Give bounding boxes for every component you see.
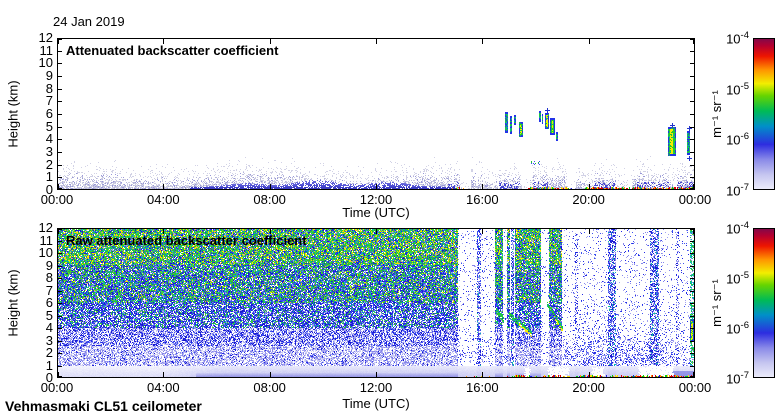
y-tick-label: 12 <box>38 30 53 45</box>
x-tick-label: 00:00 <box>40 192 74 207</box>
x-tick-label: 20:00 <box>572 380 605 395</box>
colorbar-tick-label: 10-4 <box>726 30 749 47</box>
x-tick-label: 08:00 <box>253 380 286 395</box>
y-tick-label: 10 <box>38 55 53 70</box>
y-tick-label: 0 <box>45 182 53 197</box>
y-tick-label: 4 <box>45 320 53 335</box>
y-tick-label: 10 <box>38 245 53 260</box>
y-tick-label: 6 <box>45 106 53 121</box>
colorbar-tick-label: 10-7 <box>726 370 749 387</box>
y-tick-label: 6 <box>45 295 53 310</box>
y-tick-label: 7 <box>45 93 53 108</box>
x-tick-label: 04:00 <box>147 380 180 395</box>
y-tick-label: 2 <box>45 345 53 360</box>
colorbar-unit-bottom: m⁻¹ sr⁻¹ <box>709 279 724 327</box>
x-tick-label: 08:00 <box>253 192 286 207</box>
y-tick-label: 0 <box>45 370 53 385</box>
y-tick-label: 4 <box>45 131 53 146</box>
x-axis-label-top: Time (UTC) <box>342 205 410 220</box>
y-tick-label: 9 <box>45 258 53 273</box>
x-tick-label: 04:00 <box>147 192 180 207</box>
x-tick-label: 00:00 <box>40 380 74 395</box>
y-tick-label: 5 <box>45 308 53 323</box>
colorbar-tick-label: 10-5 <box>726 81 749 98</box>
x-axis-label-bottom: Time (UTC) <box>342 396 410 411</box>
y-tick-label: 9 <box>45 68 53 83</box>
colorbar-tick-label: 10-5 <box>726 270 749 287</box>
y-tick-label: 8 <box>45 270 53 285</box>
x-tick-label: 20:00 <box>572 192 605 207</box>
x-tick-label: 12:00 <box>359 192 393 207</box>
colorbar-tick-label: 10-6 <box>726 131 749 148</box>
y-tick-label: 3 <box>45 144 53 159</box>
y-tick-label: 8 <box>45 81 53 96</box>
y-tick-label: 3 <box>45 333 53 348</box>
y-tick-label: 1 <box>45 358 53 373</box>
colorbar-bottom <box>753 228 775 378</box>
x-tick-label: 00:00 <box>678 380 712 395</box>
y-tick-label: 1 <box>45 169 53 184</box>
panel-title-attenuated: Attenuated backscatter coefficient <box>66 43 279 58</box>
attenuated-backscatter-heatmap <box>57 38 695 190</box>
colorbar-unit-top: m⁻¹ sr⁻¹ <box>709 90 724 138</box>
colorbar-tick-label: 10-7 <box>726 182 749 199</box>
panel-title-raw: Raw attenuated backscatter coefficient <box>66 233 307 248</box>
colorbar-tick-label: 10-6 <box>726 320 749 337</box>
colorbar-top <box>753 38 775 190</box>
x-tick-label: 12:00 <box>359 380 393 395</box>
colorbar-tick-label: 10-4 <box>726 220 749 237</box>
x-tick-label: 00:00 <box>678 192 712 207</box>
y-axis-label-top: Height (km) <box>5 80 21 148</box>
y-axis-label-bottom: Height (km) <box>5 269 21 337</box>
y-tick-label: 12 <box>38 220 53 235</box>
y-tick-label: 11 <box>39 43 54 58</box>
x-tick-label: 16:00 <box>466 380 499 395</box>
raw-attenuated-backscatter-heatmap <box>57 228 695 378</box>
y-tick-label: 7 <box>45 283 53 298</box>
station-label: Vehmasmaki CL51 ceilometer <box>5 398 202 414</box>
y-tick-label: 2 <box>45 157 53 172</box>
y-tick-label: 11 <box>39 233 54 248</box>
x-tick-label: 16:00 <box>466 192 499 207</box>
date-label: 24 Jan 2019 <box>53 14 125 29</box>
y-tick-label: 5 <box>45 119 53 134</box>
